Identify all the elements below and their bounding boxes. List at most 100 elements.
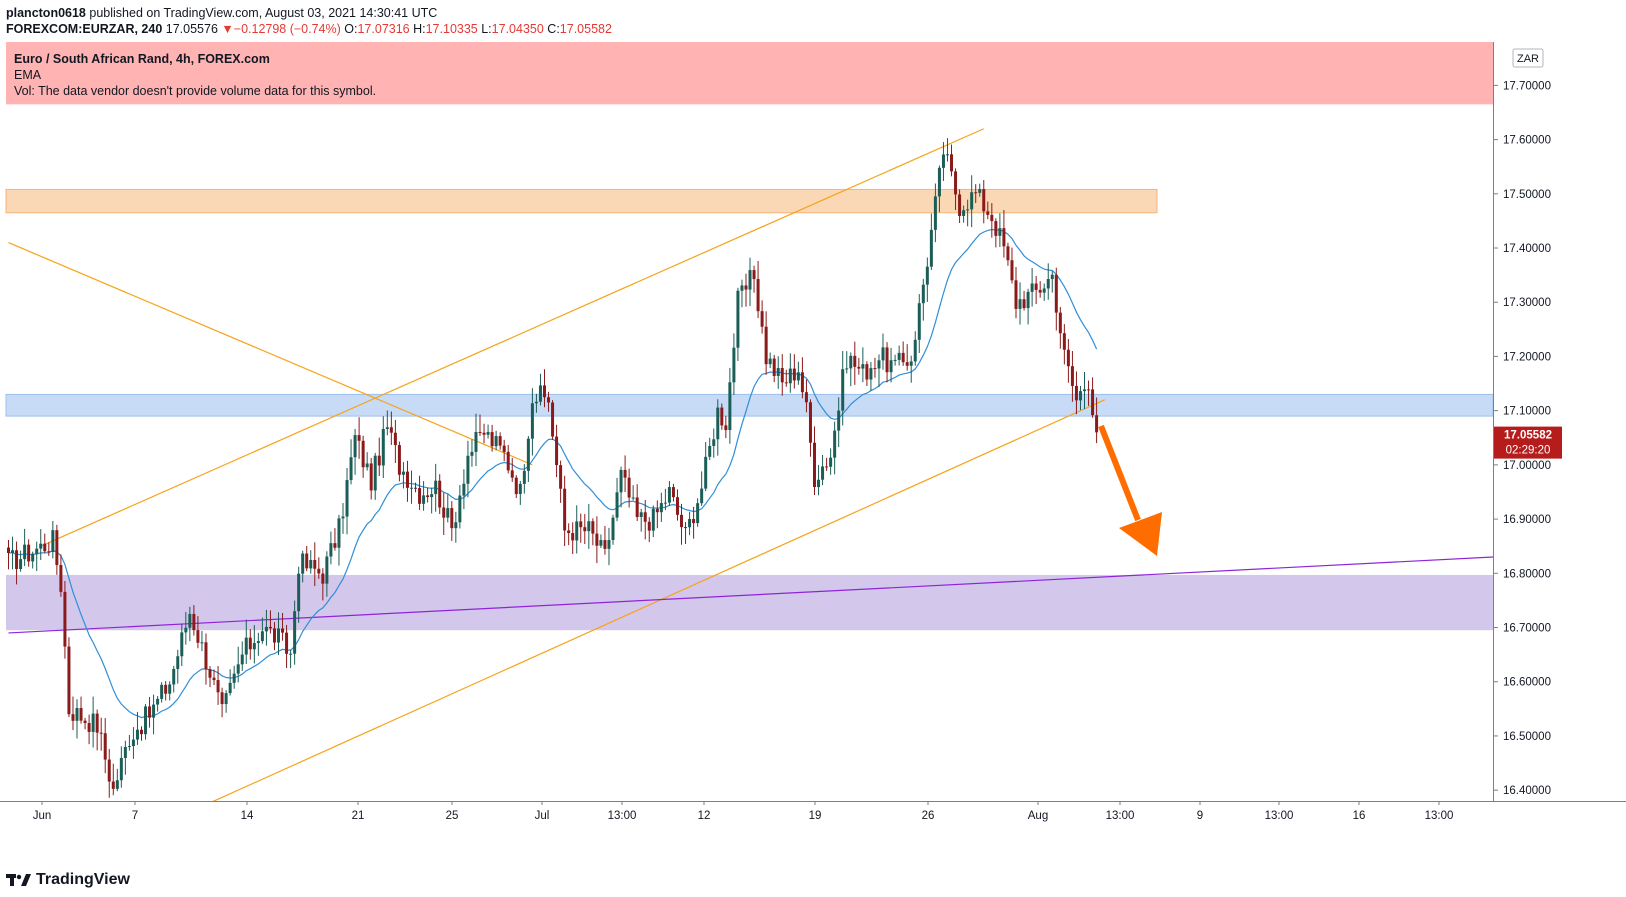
low-label: L: [481, 22, 492, 36]
candle [200, 630, 204, 652]
candle [587, 503, 591, 549]
candle [800, 357, 804, 399]
candle [933, 183, 937, 243]
candle [885, 342, 889, 383]
price-tick-label: 17.70000 [1503, 80, 1551, 92]
price-axis[interactable]: 17.70000 17.60000 17.50000 17.40000 17.30000… [1493, 80, 1551, 797]
candle [410, 470, 413, 504]
candle [623, 455, 627, 493]
trendline-channel-upper [40, 128, 985, 547]
candle [950, 144, 954, 177]
candle [446, 494, 450, 523]
candle [978, 183, 982, 197]
candle [962, 205, 966, 223]
candle [272, 622, 276, 651]
candle [684, 522, 688, 544]
candle [712, 428, 716, 458]
candle [720, 403, 724, 430]
ohlc-line: FOREXCOM:EURZAR, 240 17.05576 ▼−0.12798 … [6, 21, 1620, 37]
candle [434, 463, 438, 512]
candle [135, 711, 139, 745]
candle [91, 696, 95, 748]
candle [115, 768, 119, 792]
time-axis[interactable]: Jun 7 14 21 25 Jul 13:00 12 19 26 Aug 13:00 9 13:00 16… [0, 801, 1626, 866]
candle [1010, 247, 1014, 284]
open-label: O: [344, 22, 358, 36]
chart-header: plancton0618 published on TradingView.co… [0, 0, 1626, 42]
candle [877, 354, 881, 387]
candle [659, 492, 663, 522]
candle [466, 440, 470, 498]
candle [1050, 271, 1054, 293]
candle [19, 550, 23, 572]
open-value: 17.07316 [357, 22, 410, 36]
candle [647, 517, 651, 543]
candle [889, 347, 893, 383]
candle [63, 580, 67, 659]
price-tick-label: 17.50000 [1503, 189, 1551, 201]
candle [458, 485, 462, 529]
candle [958, 189, 962, 224]
candle [1078, 386, 1082, 411]
candle [873, 357, 877, 378]
candle [853, 341, 857, 385]
candle [192, 605, 196, 636]
arrow-layer[interactable] [1098, 424, 1162, 556]
candle [498, 432, 502, 450]
candle [325, 551, 329, 597]
candle [107, 748, 111, 798]
candle [470, 439, 474, 467]
candle [671, 483, 675, 502]
candle [224, 690, 228, 713]
candle [144, 704, 148, 740]
candle [567, 523, 571, 546]
candle [305, 545, 309, 572]
price-tick-label: 16.80000 [1503, 568, 1551, 580]
time-tick-label: 16 [1353, 810, 1366, 822]
candles-layer [7, 138, 1099, 798]
time-tick-label: 7 [132, 810, 138, 822]
time-tick-label: 12 [698, 810, 711, 822]
candle [1034, 275, 1038, 305]
candle [998, 213, 1002, 247]
publisher-name[interactable]: plancton0618 [6, 6, 86, 20]
candle [176, 649, 180, 684]
candle [79, 696, 83, 724]
candle [293, 600, 297, 665]
candle [740, 279, 744, 308]
candle [385, 410, 389, 436]
candle [615, 477, 619, 522]
price-tick-label: 16.50000 [1503, 731, 1551, 743]
candle [502, 439, 506, 462]
low-value: 17.04350 [491, 22, 544, 36]
candle [881, 333, 885, 370]
candle [216, 666, 220, 705]
candle [240, 641, 244, 671]
candle [651, 505, 655, 538]
candle [526, 436, 530, 483]
price-tick-label: 17.40000 [1503, 243, 1551, 255]
candle [817, 464, 821, 496]
candle [982, 179, 986, 224]
candle [857, 357, 861, 375]
candle [804, 379, 808, 413]
candle [87, 714, 91, 745]
candle [297, 566, 301, 623]
candle [268, 610, 272, 634]
candle [631, 485, 635, 501]
close-label: C: [547, 22, 560, 36]
candle [796, 361, 800, 385]
candle [688, 511, 692, 536]
currency-badge[interactable]: ZAR [1512, 48, 1544, 68]
candle [301, 550, 305, 583]
candle [152, 694, 156, 735]
candle [393, 419, 397, 463]
candle [792, 354, 796, 389]
candle [611, 514, 615, 545]
candle [353, 428, 357, 475]
candle [285, 625, 289, 669]
candle [667, 480, 671, 506]
footer[interactable]: TradingView [6, 868, 130, 892]
trendlines-layer[interactable] [8, 128, 1494, 807]
price-chart[interactable]: 17.70000 17.60000 17.50000 17.40000 17.30000… [0, 42, 1626, 866]
